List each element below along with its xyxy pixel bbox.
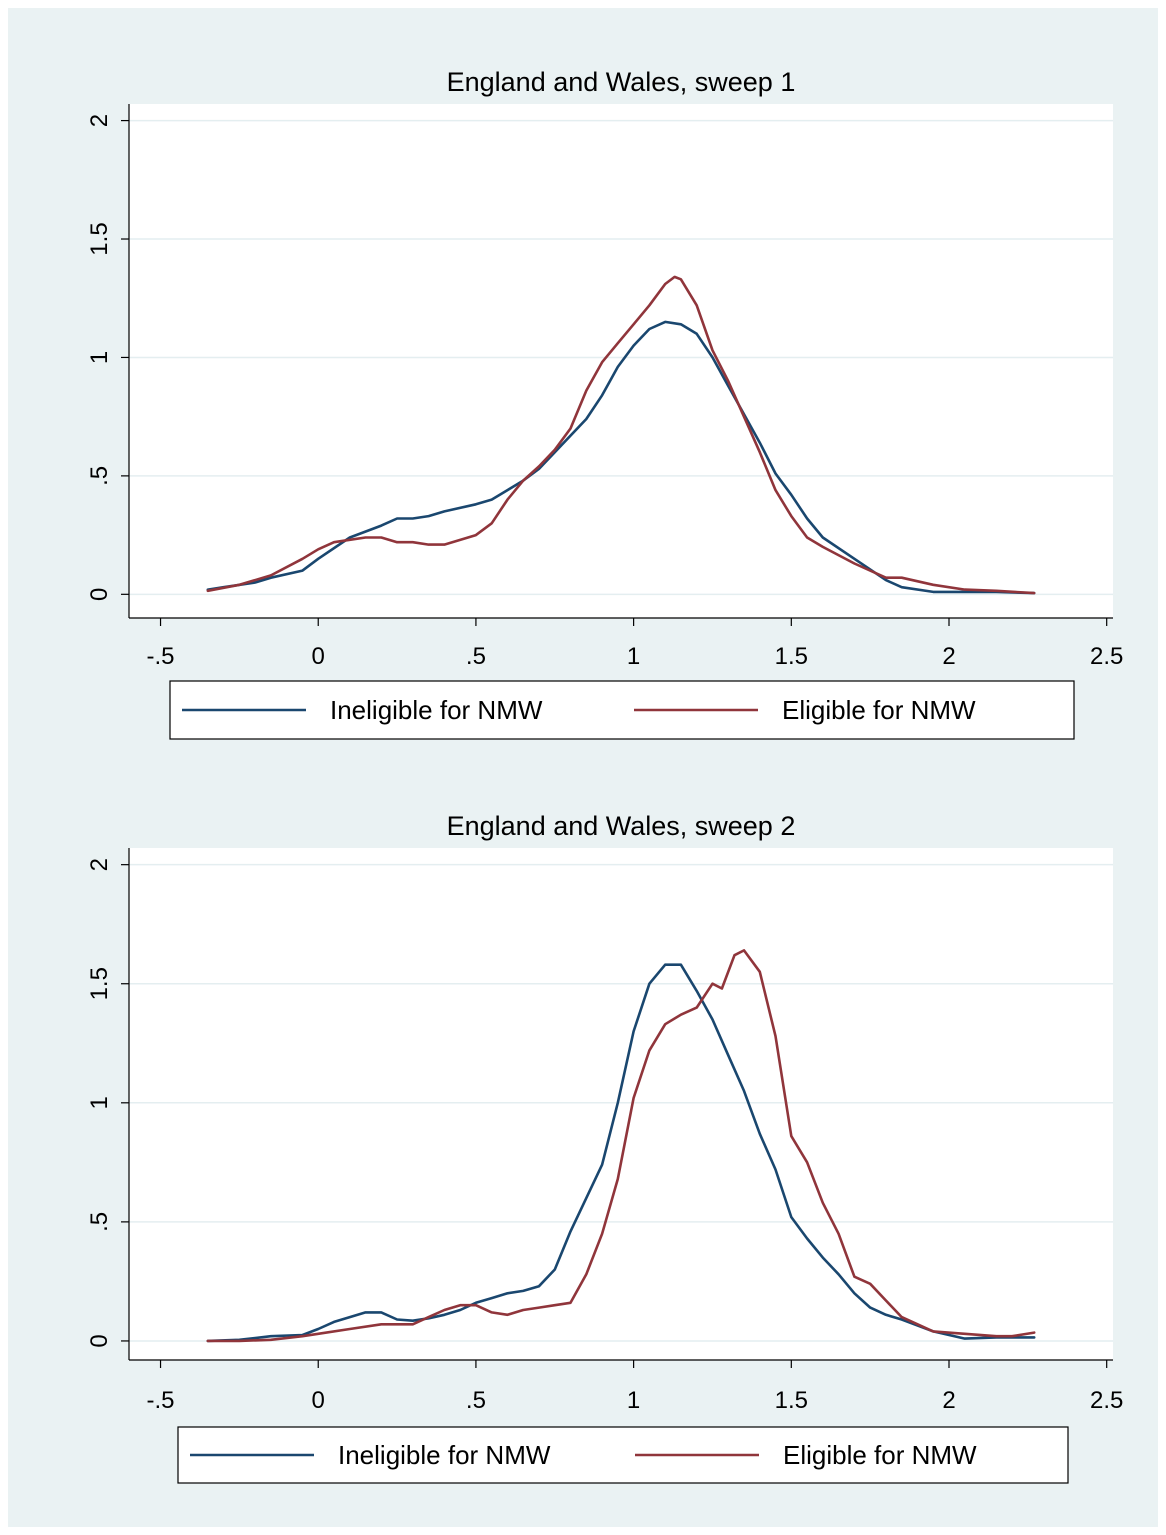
x-tick-label: 1.5 (775, 1387, 808, 1414)
y-tick-label: 2 (86, 114, 113, 127)
legend-label-2: Eligible for NMW (782, 695, 976, 725)
y-tick-label: 0 (86, 588, 113, 601)
y-tick-label: 1.5 (86, 967, 113, 1000)
legend-label-2: Eligible for NMW (783, 1440, 977, 1470)
x-tick-label: 0 (312, 643, 325, 670)
y-tick-label: .5 (86, 466, 113, 486)
chart-title: England and Wales, sweep 1 (447, 67, 796, 97)
legend-label-1: Ineligible for NMW (338, 1440, 551, 1470)
x-tick-label: 2 (942, 1387, 955, 1414)
x-tick-label: 2 (942, 643, 955, 670)
plot-area (129, 848, 1113, 1360)
y-tick-label: 1 (86, 1096, 113, 1109)
x-tick-label: 1 (627, 643, 640, 670)
x-tick-label: -.5 (147, 643, 175, 670)
y-tick-label: 1 (86, 351, 113, 364)
legend-label-1: Ineligible for NMW (330, 695, 543, 725)
y-tick-label: 2 (86, 858, 113, 871)
series-line-1 (206, 320, 1036, 595)
x-tick-label: .5 (466, 1387, 486, 1414)
chart-1: 0 .5 1 1.5 2 -.5 0 .5 1 1.5 2 2.5 England and Wales,… (86, 67, 1123, 740)
x-tick-label: 2.5 (1090, 1387, 1123, 1414)
y-tick-label: 0 (86, 1334, 113, 1347)
y-tick-label: 1.5 (86, 222, 113, 255)
series-line-1 (206, 963, 1036, 1343)
chart-2: 0 .5 1 1.5 2 -.5 0 .5 1 1.5 2 2.5 England and Wales,… (86, 811, 1123, 1484)
legend-box (169, 680, 1075, 740)
figure-background: 0.5 1 1.5 2 -.5 0.5 1 1.5 2 2.5 England and Wales,… (8, 8, 1158, 1527)
x-tick-label: .5 (466, 643, 486, 670)
chart-title: England and Wales, sweep 2 (447, 811, 796, 841)
y-tick-label: .5 (86, 1212, 113, 1232)
x-tick-label: 1 (627, 1387, 640, 1414)
x-tick-label: -.5 (147, 1387, 175, 1414)
series-line-2 (206, 275, 1036, 595)
x-tick-label: 0 (312, 1387, 325, 1414)
series-line-2 (206, 949, 1036, 1343)
x-tick-label: 1.5 (775, 643, 808, 670)
x-tick-label: 2.5 (1090, 643, 1123, 670)
legend-box (177, 1426, 1069, 1484)
